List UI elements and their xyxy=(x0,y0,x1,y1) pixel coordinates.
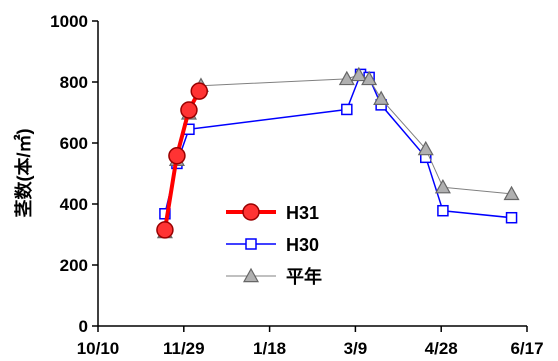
x-axis: 10/10 11/29 1/18 3/9 4/28 6/17 xyxy=(77,325,544,358)
y-axis-label: 茎数(本/㎡) xyxy=(13,129,34,218)
data-point xyxy=(168,147,186,165)
data-point xyxy=(503,185,520,201)
legend: H31 H30 平年 xyxy=(226,203,322,287)
y-tick-label: 400 xyxy=(60,195,88,214)
x-tick-label: 10/10 xyxy=(77,339,120,358)
x-tick-label: 11/29 xyxy=(163,339,205,358)
x-tick-label: 4/28 xyxy=(425,339,458,358)
legend-item: H30 xyxy=(226,235,319,255)
y-tick-label: 600 xyxy=(60,134,88,153)
data-point xyxy=(437,204,449,217)
y-axis: 0 200 400 600 800 1000 xyxy=(50,12,99,336)
data-point xyxy=(434,178,451,194)
data-point xyxy=(417,140,434,156)
series-layer xyxy=(156,66,520,239)
data-point xyxy=(350,66,367,82)
legend-label: 平年 xyxy=(286,266,322,287)
legend-item: 平年 xyxy=(226,266,322,287)
legend-marker xyxy=(242,203,260,221)
data-point xyxy=(373,90,390,105)
y-tick-label: 1000 xyxy=(50,12,88,31)
legend-item: H31 xyxy=(226,203,319,223)
series-line xyxy=(162,90,201,231)
y-tick-label: 0 xyxy=(79,317,88,336)
x-tick-label: 1/18 xyxy=(253,339,286,358)
legend-label: H31 xyxy=(286,203,319,223)
legend-marker xyxy=(242,267,260,283)
series-h30 xyxy=(159,68,518,224)
legend-label: H30 xyxy=(286,235,319,255)
y-tick-label: 200 xyxy=(60,256,88,275)
y-tick-label: 800 xyxy=(60,73,88,92)
data-point xyxy=(338,70,355,86)
x-tick-label: 3/9 xyxy=(344,339,368,358)
x-tick-label: 6/17 xyxy=(510,339,543,358)
series-line xyxy=(164,73,512,219)
data-point xyxy=(156,221,174,239)
data-point xyxy=(341,103,353,116)
series-h31 xyxy=(156,82,208,239)
legend-marker xyxy=(245,238,257,250)
data-point xyxy=(505,211,518,224)
data-point xyxy=(180,101,198,119)
data-point xyxy=(361,70,378,86)
data-point xyxy=(190,82,208,100)
series-line xyxy=(164,74,512,233)
